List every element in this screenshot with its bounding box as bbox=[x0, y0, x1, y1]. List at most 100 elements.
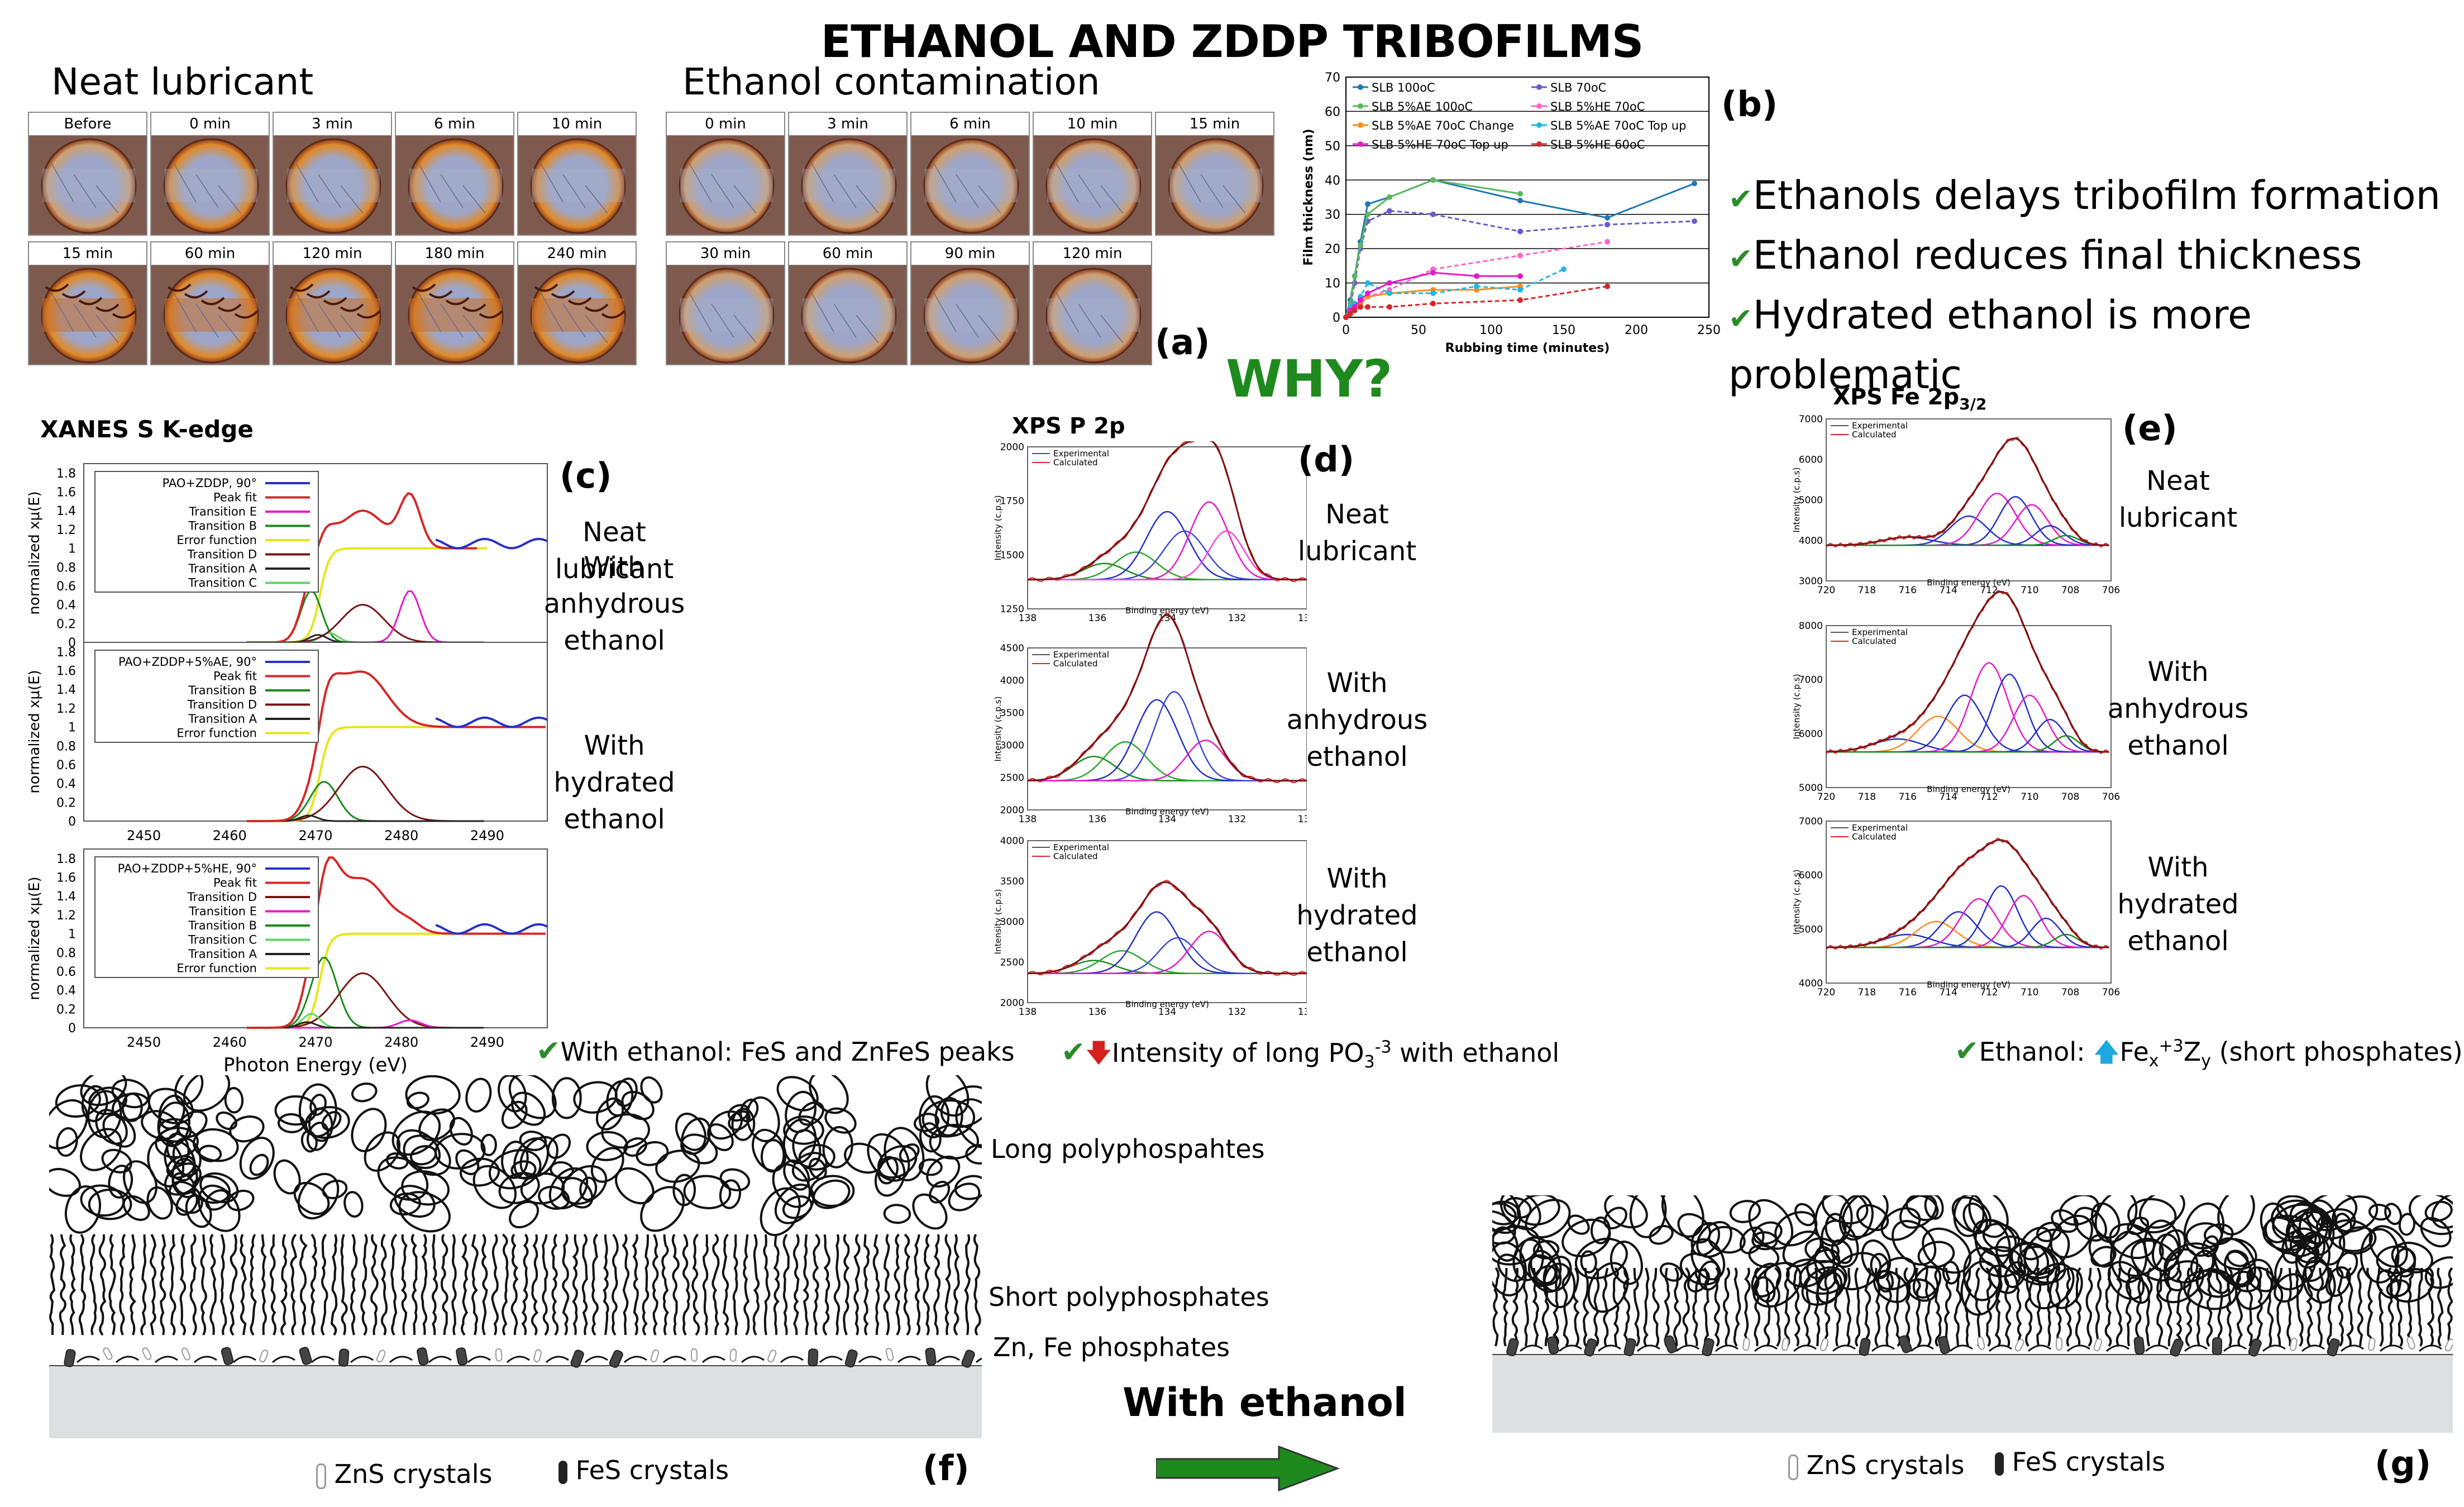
svg-text:Experimental: Experimental bbox=[1852, 421, 1908, 431]
y-axis-label: normalized xμ(E) bbox=[26, 670, 43, 793]
y-tick-label: 20 bbox=[1325, 242, 1340, 256]
y-tick-label: 0 bbox=[1333, 311, 1340, 325]
y-tick-label: 1 bbox=[68, 721, 76, 735]
y-tick-label: 60 bbox=[1325, 105, 1340, 119]
arrow-down-icon: 🡇 bbox=[1085, 1038, 1112, 1068]
legend-entry: Transition A bbox=[188, 947, 257, 961]
x-tick-label: 250 bbox=[1697, 323, 1720, 337]
x-tick-label: 716 bbox=[1898, 585, 1916, 596]
x-tick-label: 136 bbox=[1088, 814, 1106, 825]
legend-entry: Transition E bbox=[189, 905, 257, 918]
wear-scar-tile: Before bbox=[28, 112, 147, 236]
y-tick-label: 1750 bbox=[1000, 496, 1024, 507]
tile-time-label: 3 min bbox=[274, 113, 391, 136]
x-tick-label: 150 bbox=[1552, 323, 1575, 337]
data-point bbox=[1517, 252, 1523, 259]
fes-crystal-icon bbox=[1995, 1452, 2004, 1476]
x-axis-label: Binding energy (eV) bbox=[1927, 578, 2011, 588]
y-tick-label: 0 bbox=[68, 815, 76, 829]
data-point bbox=[1358, 242, 1363, 248]
finding-xps-p: ✔🡇Intensity of long PO3-3 with ethanol bbox=[1061, 1036, 1560, 1072]
xanes-spectra: 0 0.2 0.4 0.6 0.8 1 1.2 1.4 1.6 1.8 2450 2460 2470 24… bbox=[26, 463, 548, 1076]
data-point bbox=[1358, 304, 1363, 310]
y-tick-label: 1.8 bbox=[56, 467, 76, 481]
calculated-curve bbox=[1027, 441, 1307, 581]
x-tick-label: 718 bbox=[1858, 987, 1876, 998]
wear-scar-tile: 10 min bbox=[1033, 112, 1152, 236]
x-tick-label: 0 bbox=[1342, 323, 1350, 337]
y-tick-label: 0 bbox=[68, 1022, 76, 1036]
y-tick-label: 6000 bbox=[1799, 455, 1823, 466]
tile-time-label: 90 min bbox=[911, 242, 1029, 265]
wear-scar-tile: 120 min bbox=[273, 241, 392, 365]
ethanol-contamination-heading: Ethanol contamination bbox=[682, 60, 1100, 103]
xps-p-condition-note: Neat lubricant bbox=[1297, 499, 1417, 567]
data-point bbox=[1517, 198, 1523, 204]
finding-xps-fe: ✔Ethanol: 🡅Fex+3Zy (short phosphates) bbox=[1955, 1034, 2463, 1071]
y-axis-label: normalized xμ(E) bbox=[26, 491, 43, 614]
legend-entry: SLB 5%HE 70oC Top up bbox=[1372, 138, 1508, 151]
data-point bbox=[1517, 297, 1523, 303]
y-tick-label: 0.4 bbox=[56, 778, 76, 791]
legend-entry: SLB 5%HE 60oC bbox=[1550, 138, 1645, 151]
x-axis-label: Binding energy (eV) bbox=[1927, 784, 2011, 794]
y-tick-label: 5000 bbox=[1799, 495, 1823, 506]
x-tick-label: 50 bbox=[1411, 323, 1426, 337]
substrate bbox=[49, 1366, 982, 1438]
x-tick-label: 720 bbox=[1817, 585, 1835, 596]
wear-scar-tile: 15 min bbox=[28, 241, 147, 365]
y-tick-label: 3500 bbox=[1000, 708, 1024, 719]
legend-entry: PAO+ZDDP+5%AE, 90° bbox=[118, 655, 257, 669]
why-heading: WHY? bbox=[1226, 349, 1393, 409]
wear-scar-tile: 3 min bbox=[273, 112, 392, 236]
plot-area bbox=[1345, 77, 1709, 318]
legend-entry: SLB 70oC bbox=[1550, 81, 1606, 94]
y-tick-label: 40 bbox=[1325, 174, 1340, 188]
x-tick-label: 718 bbox=[1858, 791, 1876, 803]
with-ethanol-label: With ethanol bbox=[1123, 1380, 1407, 1425]
y-tick-label: 4000 bbox=[1799, 536, 1823, 547]
tile-time-label: 120 min bbox=[274, 242, 391, 265]
x-tick-label: 138 bbox=[1019, 814, 1037, 825]
x-tick-label: 714 bbox=[1939, 791, 1957, 803]
wear-scar-tile: 60 min bbox=[788, 241, 908, 365]
tile-time-label: 120 min bbox=[1034, 242, 1151, 265]
x-tick-label: 132 bbox=[1228, 814, 1246, 825]
data-point bbox=[1365, 304, 1371, 310]
legend-fes-g: FeS crystals bbox=[1995, 1447, 2165, 1477]
x-tick-label: 2450 bbox=[127, 828, 161, 843]
data-point bbox=[1365, 280, 1371, 286]
y-tick-label: 7000 bbox=[1799, 414, 1823, 425]
series-line bbox=[1345, 179, 1521, 318]
svg-text:Experimental: Experimental bbox=[1852, 823, 1908, 833]
neat-lubricant-heading: Neat lubricant bbox=[51, 60, 314, 103]
label-zn-fe-phosphates: Zn, Fe phosphates bbox=[993, 1332, 1230, 1362]
x-tick-label: 714 bbox=[1939, 987, 1957, 998]
x-tick-label: 134 bbox=[1158, 613, 1176, 624]
x-tick-label: 130 bbox=[1298, 1007, 1307, 1018]
y-tick-label: 0.6 bbox=[56, 580, 76, 594]
xps-fe-condition-note: With anhydrous ethanol bbox=[2107, 656, 2249, 761]
x-tick-label: 2490 bbox=[470, 1034, 504, 1050]
tile-time-label: 180 min bbox=[396, 242, 513, 265]
y-tick-label: 2000 bbox=[1000, 805, 1024, 816]
svg-text:Experimental: Experimental bbox=[1053, 650, 1109, 660]
zns-crystal-icon bbox=[316, 1463, 326, 1489]
y-tick-label: 1.8 bbox=[56, 852, 76, 866]
x-tick-label: 720 bbox=[1817, 791, 1835, 803]
xps-plot-area bbox=[1027, 840, 1307, 1003]
y-tick-label: 3000 bbox=[1799, 576, 1823, 587]
y-axis-label: Intensity (c.p.s) bbox=[1792, 468, 1802, 533]
xanes-condition-note: With hydrated ethanol bbox=[553, 730, 675, 835]
x-tick-label: 2460 bbox=[213, 828, 247, 843]
x-tick-label: 716 bbox=[1898, 987, 1916, 998]
legend-entry: Peak fit bbox=[213, 491, 257, 504]
wear-scar-tile: 0 min bbox=[150, 112, 270, 236]
y-tick-label: 7000 bbox=[1799, 675, 1823, 686]
y-axis-label: Intensity (c.p.s) bbox=[1792, 674, 1802, 740]
legend-fes: FeS crystals bbox=[558, 1455, 729, 1485]
check-icon: ✔ bbox=[1728, 242, 1753, 276]
x-tick-label: 714 bbox=[1939, 585, 1957, 596]
x-axis-label: Rubbing time (minutes) bbox=[1445, 341, 1610, 355]
data-point bbox=[1387, 304, 1392, 310]
